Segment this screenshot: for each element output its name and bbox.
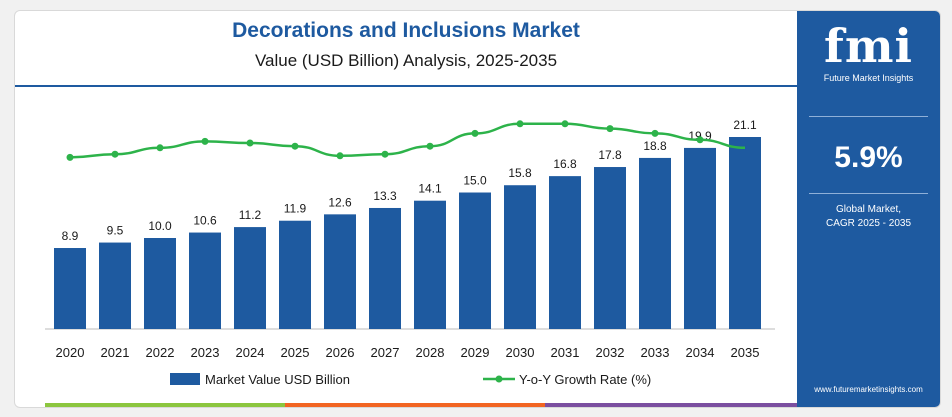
growth-point — [156, 144, 164, 152]
bar-value-label: 13.3 — [373, 189, 397, 203]
bar — [504, 185, 536, 329]
bar — [279, 220, 311, 329]
x-tick-label: 2029 — [461, 345, 490, 360]
bar-value-label: 11.2 — [239, 208, 262, 222]
bar — [639, 157, 671, 329]
growth-point — [516, 120, 524, 128]
x-tick-label: 2024 — [236, 345, 265, 360]
accent-bar-orange — [285, 403, 545, 407]
x-tick-label: 2031 — [551, 345, 580, 360]
bar-value-label: 8.9 — [62, 229, 79, 243]
bar — [144, 238, 176, 329]
chart-subtitle: Value (USD Billion) Analysis, 2025-2035 — [254, 51, 558, 70]
fmi-logo: fmi — [824, 19, 913, 73]
x-tick-label: 2032 — [596, 345, 625, 360]
x-tick-label: 2027 — [371, 345, 400, 360]
x-tick-label: 2028 — [416, 345, 445, 360]
growth-point — [606, 125, 614, 133]
cagr-label-line1: Global Market, — [835, 204, 902, 215]
x-tick-label: 2021 — [101, 345, 130, 360]
bar-value-label: 10.6 — [193, 214, 217, 228]
growth-line — [69, 122, 746, 159]
growth-point — [426, 142, 434, 150]
logo-subtitle: Future Market Insights — [823, 73, 914, 83]
legend-label-growth: Y-o-Y Growth Rate (%) — [519, 372, 651, 387]
bar — [549, 176, 581, 329]
chart-card: Decorations and Inclusions Market Value … — [14, 10, 941, 408]
bar-value-label: 15.0 — [463, 174, 487, 188]
accent-bar-purple — [545, 403, 797, 407]
legend-label-bars: Market Value USD Billion — [205, 372, 350, 387]
x-tick-label: 2023 — [191, 345, 220, 360]
x-tick-label: 2034 — [686, 345, 715, 360]
x-tick-label: 2035 — [731, 345, 760, 360]
accent-bar-green — [45, 403, 285, 407]
growth-point — [201, 137, 209, 145]
bar — [594, 167, 626, 329]
bar — [729, 137, 761, 329]
chart-plot: 8.9 2020 9.5 2021 10.0 2022 10.6 2023 11.2 2024 11… — [45, 118, 775, 387]
sidebar-divider — [809, 193, 928, 194]
legend-swatch-bars — [170, 373, 200, 385]
bar-value-label: 16.8 — [553, 157, 577, 171]
bar-value-label: 18.8 — [643, 139, 667, 153]
bar — [54, 248, 86, 329]
bar — [324, 214, 356, 329]
bar — [369, 207, 401, 329]
x-tick-label: 2033 — [641, 345, 670, 360]
growth-point — [66, 153, 74, 161]
x-tick-label: 2025 — [281, 345, 310, 360]
bar-value-label: 10.0 — [148, 219, 172, 233]
bar — [414, 200, 446, 329]
growth-point — [291, 142, 299, 150]
bar — [459, 192, 491, 329]
growth-point — [336, 152, 344, 160]
x-tick-label: 2020 — [56, 345, 85, 360]
sidebar-divider — [809, 116, 928, 117]
growth-point — [651, 129, 659, 137]
growth-point — [381, 150, 389, 158]
title-divider — [15, 85, 797, 87]
growth-point — [111, 150, 119, 158]
bar — [99, 242, 131, 329]
growth-point — [471, 129, 479, 137]
bar — [684, 147, 716, 329]
bar-value-label: 17.8 — [598, 148, 622, 162]
cagr-label-line2: CAGR 2025 - 2035 — [825, 218, 912, 229]
bar-value-label: 21.1 — [733, 118, 757, 132]
bar — [234, 227, 266, 329]
sidebar-panel: fmi Future Market Insights 5.9% Global M… — [797, 11, 940, 407]
bar-value-label: 15.8 — [508, 166, 532, 180]
growth-point — [246, 139, 254, 147]
bar-value-label: 14.1 — [418, 182, 442, 196]
bar-value-label: 11.9 — [284, 202, 307, 216]
cagr-value: 5.9% — [834, 141, 903, 174]
x-tick-label: 2030 — [506, 345, 535, 360]
legend-marker-growth — [495, 375, 503, 383]
cagr-label: Global Market, CAGR 2025 - 2035 — [797, 203, 940, 231]
growth-point — [561, 120, 569, 128]
website-url[interactable]: www.futuremarketinsights.com — [814, 385, 923, 394]
bar-value-label: 12.6 — [328, 195, 352, 209]
x-tick-label: 2022 — [146, 345, 175, 360]
x-tick-label: 2026 — [326, 345, 355, 360]
chart-title: Decorations and Inclusions Market — [232, 19, 580, 42]
growth-point — [696, 136, 704, 144]
bar-value-label: 9.5 — [107, 224, 124, 238]
bar — [189, 232, 221, 329]
